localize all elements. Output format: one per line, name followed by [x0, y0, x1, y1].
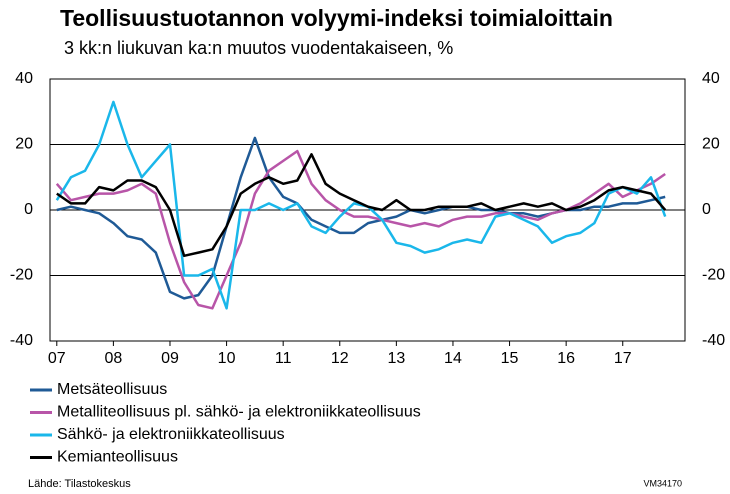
series-line — [56, 153, 667, 258]
series-line — [55, 149, 666, 310]
x-tick-label: 13 — [387, 350, 405, 367]
y2-tick-label: 40 — [702, 70, 720, 87]
x-tick-label: 10 — [218, 350, 236, 367]
x-tick-label: 09 — [161, 350, 179, 367]
series-line — [55, 100, 667, 310]
legend-label: Metalliteollisuus pl. sähkö- ja elektron… — [57, 404, 421, 421]
legend-label: Metsäteollisuus — [57, 381, 167, 398]
x-tick-label: 15 — [501, 350, 519, 367]
y-tick-label: -40 — [10, 332, 33, 349]
y-tick-label: 20 — [15, 136, 33, 153]
chart-title: Teollisuustuotannon volyymi-indeksi toim… — [60, 5, 613, 31]
x-tick-label: 11 — [275, 350, 292, 367]
x-tick-label: 14 — [444, 350, 462, 367]
y2-tick-label: -40 — [702, 332, 725, 349]
y-tick-label: 0 — [24, 201, 33, 218]
x-tick-label: 17 — [614, 350, 632, 367]
x-tick-label: 08 — [104, 350, 122, 367]
y2-tick-label: -20 — [702, 267, 725, 284]
plot-frame — [49, 78, 686, 342]
x-tick-label: 16 — [557, 350, 575, 367]
x-tick-label: 07 — [48, 350, 66, 367]
x-tick-label: 12 — [331, 350, 349, 367]
series-line — [56, 136, 666, 300]
legend-label: Sähkö- ja elektroniikkateollisuus — [57, 426, 285, 443]
source: Lähde: Tilastokeskus — [28, 478, 131, 490]
chart-subtitle: 3 kk:n liukuvan ka:n muutos vuodentakais… — [64, 38, 453, 58]
y-tick-label: -20 — [10, 267, 33, 284]
y2-tick-label: 0 — [702, 201, 711, 218]
code: VM34170 — [643, 478, 682, 488]
legend-label: Kemianteollisuus — [57, 449, 178, 466]
y2-tick-label: 20 — [702, 136, 720, 153]
y-tick-label: 40 — [15, 70, 33, 87]
